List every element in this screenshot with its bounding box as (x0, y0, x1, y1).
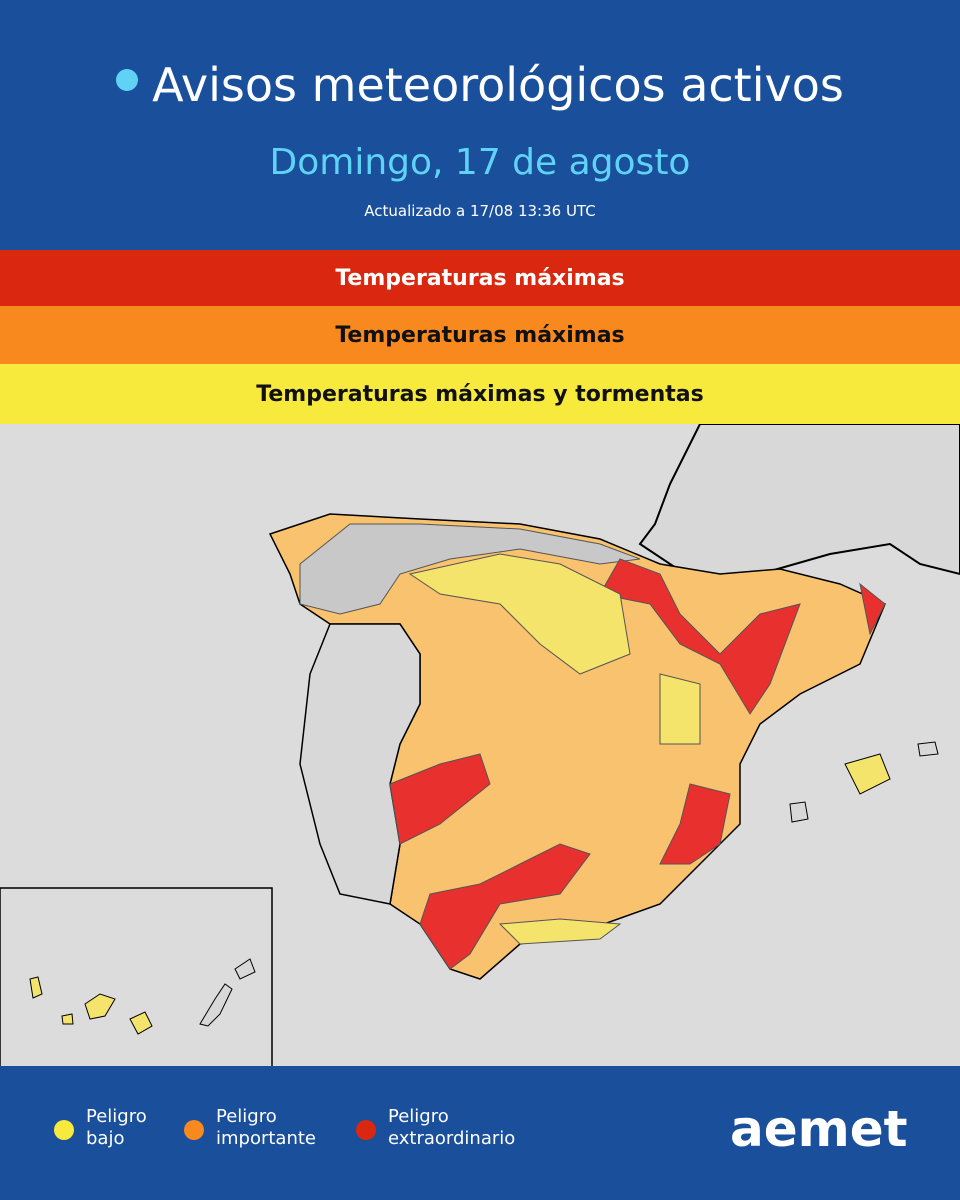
map (0, 424, 960, 1066)
legend-item: Peligro importante (184, 1106, 317, 1150)
dot (116, 69, 139, 91)
legend-swatch (54, 1120, 74, 1140)
yellow-zone-n (408, 553, 631, 675)
footer: Peligro bajo Peligro importante Peligro extra… (0, 1066, 960, 1200)
la-palma (29, 976, 43, 999)
title: Avisos meteorológicos activos (0, 58, 960, 112)
legend-label: Peligro (86, 1106, 147, 1127)
warning-band: Temperaturas máximas (0, 250, 960, 306)
warning-band: Temperaturas máximas (0, 306, 960, 364)
gran-canaria (129, 1011, 153, 1035)
legend-item: Peligro bajo (54, 1106, 147, 1150)
mallorca (844, 753, 891, 795)
legend-swatch (356, 1120, 376, 1140)
legend-swatch (184, 1120, 204, 1140)
red-zone-s (419, 843, 591, 970)
menorca (917, 741, 939, 757)
red-zone-ne (599, 558, 801, 715)
red-zone-se (659, 783, 731, 865)
red-zone-w (389, 753, 491, 845)
legend-label: Peligro (216, 1106, 277, 1127)
france (638, 424, 960, 586)
date: Domingo, 17 de agosto (269, 142, 691, 183)
la-gomera (61, 1013, 74, 1025)
legend-label: extraordinario (388, 1128, 516, 1149)
yellow-zone-s (498, 918, 622, 945)
yellow-zone-c (659, 673, 701, 745)
updated: Actualizado a 17/08 13:36 UTC (364, 202, 596, 220)
lanzarote (234, 958, 256, 980)
legend-label: Peligro (388, 1106, 449, 1127)
warning-band: Temperaturas máximas y tormentas (0, 364, 960, 424)
header: Avisos meteorológicos activos Domingo, 1… (0, 0, 960, 250)
ibiza (789, 801, 809, 823)
north-coast (299, 523, 641, 615)
logo: aemet (730, 1100, 908, 1158)
title-text: Avisos meteorológicos activos (152, 58, 844, 112)
legend-label: bajo (86, 1128, 125, 1149)
red-zone-cat (859, 582, 886, 636)
legend-item: Peligro extraordinario (356, 1106, 516, 1150)
fuerteventura (199, 983, 233, 1027)
canary-inset (0, 887, 273, 1066)
legend-label: importante (216, 1128, 317, 1149)
tenerife (84, 993, 116, 1020)
